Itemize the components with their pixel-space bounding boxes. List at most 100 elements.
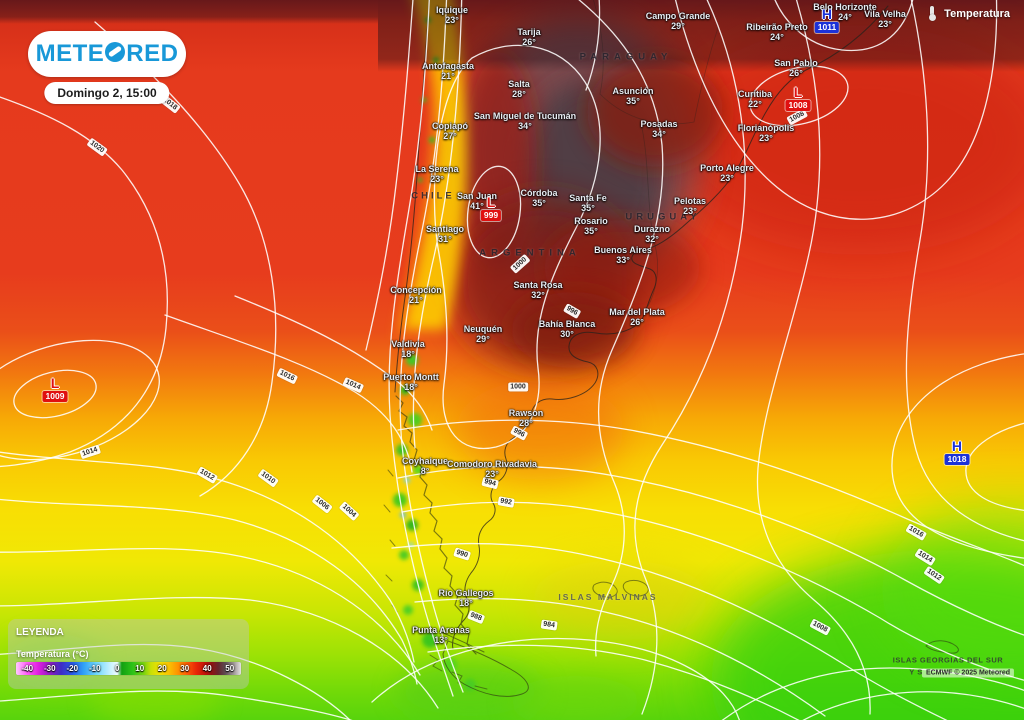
city-name: Rawson: [508, 408, 544, 418]
pressure-center: L 1009: [42, 376, 68, 402]
pressure-value-badge: 1008: [785, 100, 811, 111]
city-name: Salta: [508, 79, 530, 89]
city-label: Florianópolis 23°: [738, 123, 795, 143]
legend-scale-label: Temperatura (°C): [16, 649, 89, 659]
pressure-letter: H: [951, 438, 963, 454]
city-temperature: 21°: [409, 295, 423, 305]
city-label: Salta 28°: [508, 79, 530, 99]
pressure-value-badge: 999: [480, 210, 502, 221]
legend-tick: -40: [21, 664, 34, 673]
legend-tick: -20: [66, 664, 79, 673]
city-temperature: 35°: [584, 226, 598, 236]
city-name: Vila Velha: [864, 9, 906, 19]
city-label: Córdoba 35°: [521, 188, 558, 208]
city-label: Santiago 31°: [426, 224, 464, 244]
city-temperature: 23°: [445, 15, 459, 25]
city-temperature: 35°: [532, 198, 546, 208]
city-label: San Miguel de Tucumán 34°: [474, 111, 576, 131]
legend-tick: -30: [43, 664, 56, 673]
city-name: Concepción: [390, 285, 442, 295]
city-label: San Juan 41°: [457, 191, 497, 211]
area-label: URUGUAY: [625, 211, 701, 223]
city-temperature: 41°: [470, 201, 484, 211]
city-label: Puerto Montt 18°: [383, 372, 439, 392]
city-name: Pelotas: [673, 196, 707, 206]
city-temperature: 24°: [838, 12, 852, 22]
city-temperature: 23°: [720, 173, 734, 183]
city-name: Coyhaique: [401, 456, 449, 466]
city-name: Santa Fe: [569, 193, 607, 203]
city-temperature: 18°: [401, 349, 415, 359]
city-temperature: 28°: [512, 89, 526, 99]
legend-tick: 30: [180, 664, 190, 673]
isobar-label: 1000: [508, 382, 528, 392]
city-name: Asunción: [612, 86, 654, 96]
city-label: Mar del Plata 26°: [609, 307, 665, 327]
city-name: Durazno: [634, 224, 670, 234]
city-temperature: 23°: [878, 19, 892, 29]
city-temperature: 21°: [441, 71, 455, 81]
city-temperature: 18°: [459, 598, 473, 608]
city-label: Posadas 34°: [640, 119, 677, 139]
pressure-center: H 1011: [814, 7, 840, 33]
legend-title: LEYENDA: [16, 627, 64, 638]
pressure-value-badge: 1018: [944, 454, 970, 465]
city-label: Bahía Blanca 30°: [539, 319, 596, 339]
city-label: Concepción 21°: [390, 285, 442, 305]
thermometer-icon: [927, 6, 937, 21]
city-name: Rosario: [574, 216, 608, 226]
city-name: Iquique: [436, 5, 468, 15]
city-name: Belo Horizonte: [813, 2, 877, 12]
area-label: ISLAS MALVINAS: [558, 592, 658, 602]
city-temperature: 24°: [770, 32, 784, 42]
city-label: La Serena 23°: [415, 164, 458, 184]
city-temperature: 22°: [748, 99, 762, 109]
city-temperature: 13°: [434, 635, 448, 645]
city-name: Florianópolis: [737, 123, 795, 133]
city-label: San Pablo 26°: [774, 58, 818, 78]
city-label: Comodoro Rivadavia 23°: [447, 459, 537, 479]
area-label: CHILE: [411, 190, 455, 202]
city-temperature: 23°: [759, 133, 773, 143]
city-name: Punta Arenas: [412, 625, 470, 635]
city-temperature: 31°: [438, 234, 452, 244]
legend-panel: LEYENDA Temperatura (°C) -40 -30 -20 -10…: [8, 619, 249, 689]
city-name: Curitiba: [737, 89, 773, 99]
city-temperature: 23°: [430, 174, 444, 184]
city-temperature: 29°: [671, 21, 685, 31]
city-label: Buenos Aires 33°: [594, 245, 652, 265]
pressure-center: L 1008: [785, 85, 811, 111]
city-name: La Serena: [415, 164, 459, 174]
city-temperature: 35°: [581, 203, 595, 213]
meteored-logo-text: METE RED: [35, 40, 179, 67]
area-label: ISLAS GEORGIAS DEL SUR: [892, 655, 1004, 665]
legend-tick: 10: [135, 664, 145, 673]
city-temperature: 26°: [789, 68, 803, 78]
city-temperature: 35°: [626, 96, 640, 106]
city-name: Comodoro Rivadavia: [446, 459, 538, 469]
city-name: San Miguel de Tucumán: [473, 111, 577, 121]
city-temperature: 23°: [683, 206, 697, 216]
city-name: Mar del Plata: [609, 307, 665, 317]
city-name: Valdivia: [391, 339, 425, 349]
area-label: PARAGUAY: [579, 51, 673, 63]
city-name: Neuquén: [463, 324, 503, 334]
city-label: Tarija 26°: [517, 27, 540, 47]
city-temperature: 32°: [645, 234, 659, 244]
city-temperature: 23°: [485, 469, 499, 479]
city-name: Antofagasta: [421, 61, 475, 71]
legend-tick: -10: [88, 664, 101, 673]
city-temperature: 28°: [519, 418, 533, 428]
city-label: Asunción 35°: [612, 86, 653, 106]
city-name: Posadas: [640, 119, 678, 129]
layer-control[interactable]: Temperatura: [927, 6, 1010, 21]
city-name: Córdoba: [520, 188, 558, 198]
legend-tick: 40: [202, 664, 212, 673]
city-label: Iquique 23°: [436, 5, 468, 25]
city-temperature: 34°: [652, 129, 666, 139]
city-temperature: 33°: [616, 255, 630, 265]
city-label: Punta Arenas 13°: [412, 625, 470, 645]
